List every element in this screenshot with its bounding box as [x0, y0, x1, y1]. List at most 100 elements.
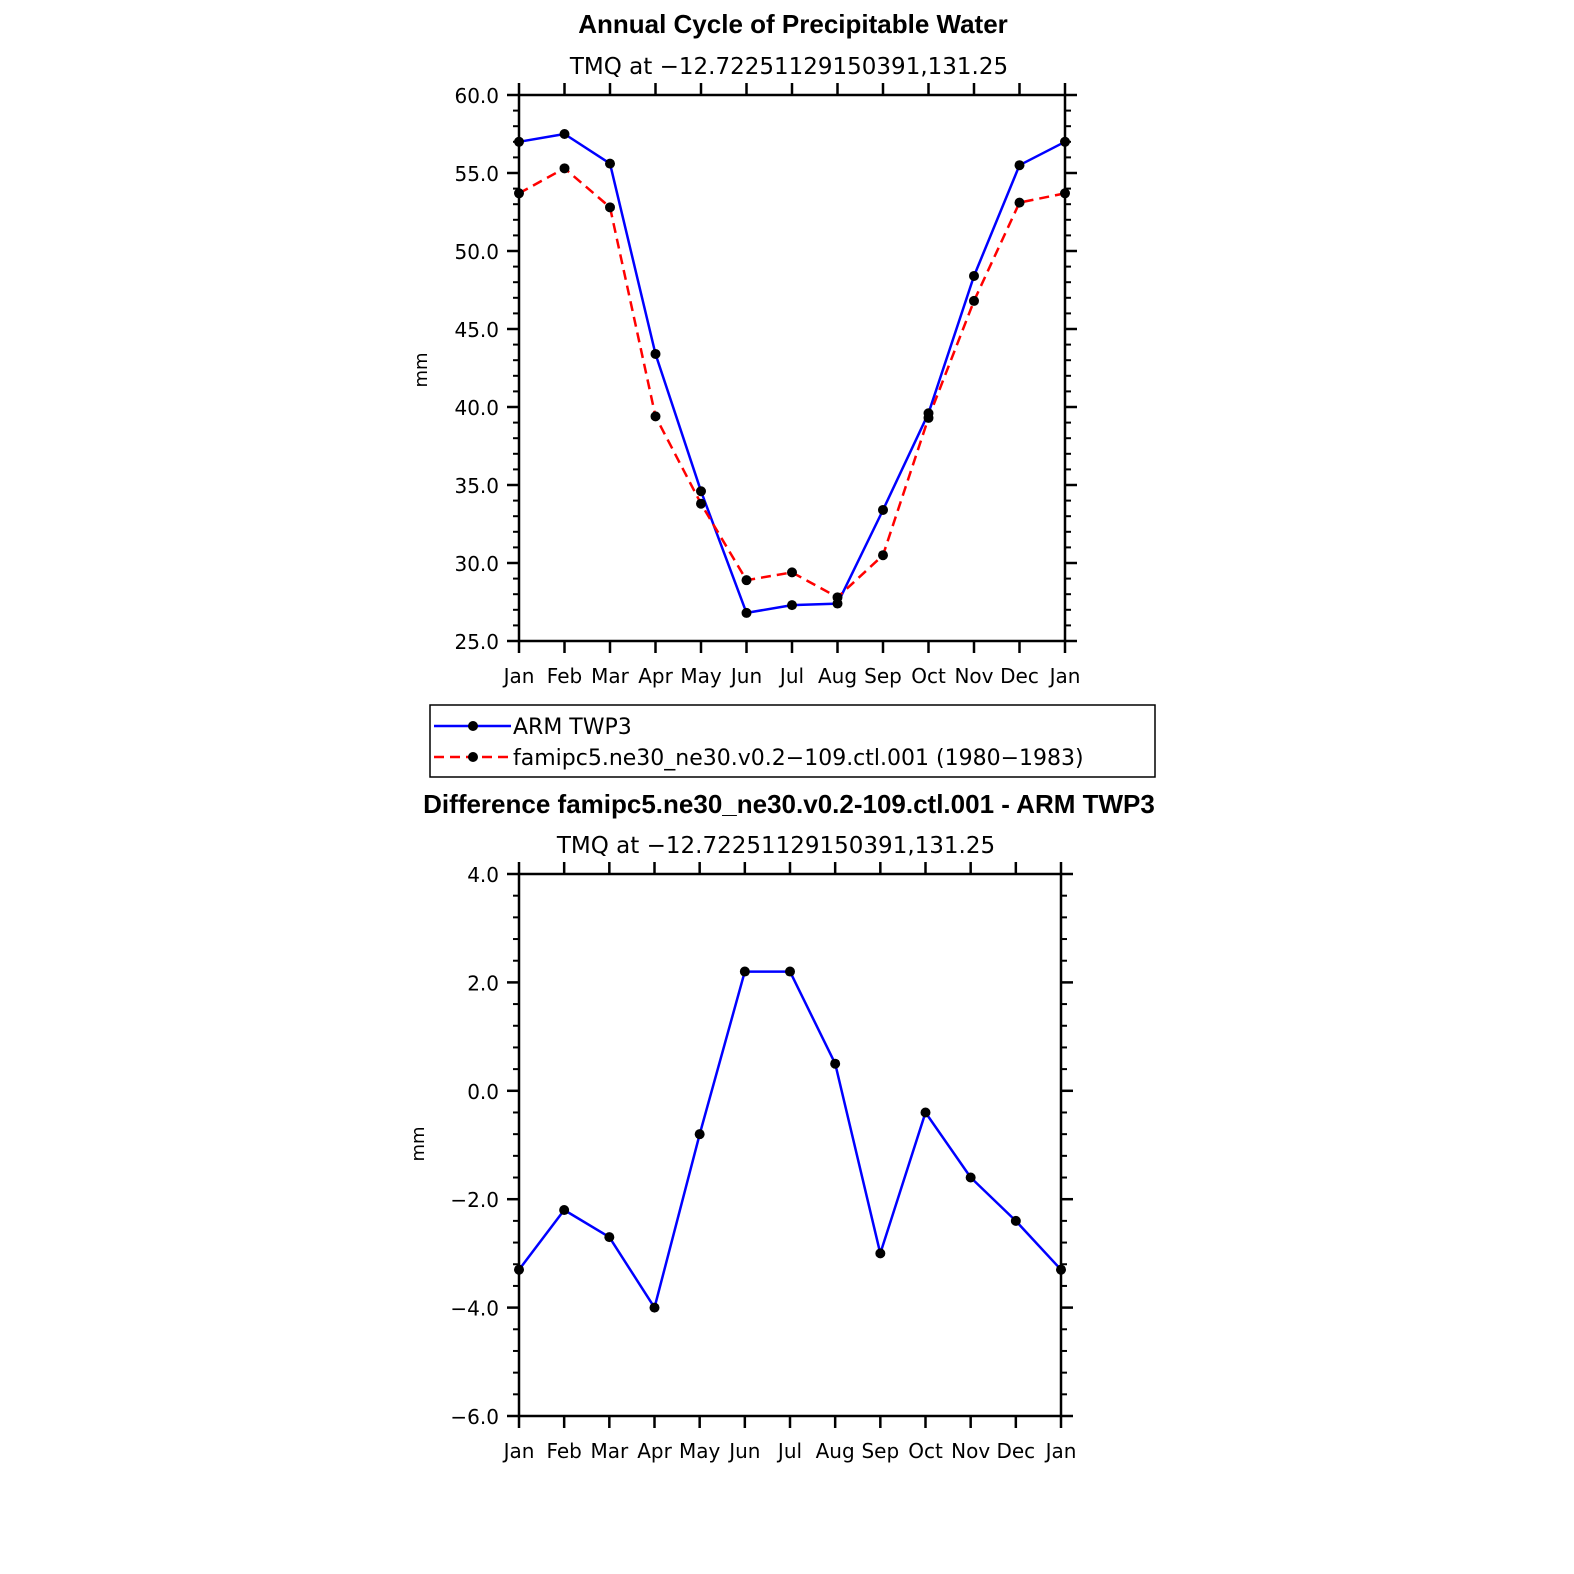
x-tick-label: Feb — [546, 1439, 581, 1463]
series-line-0 — [518, 132, 1066, 615]
series-line-1 — [518, 167, 1066, 599]
y-tick-labels: 25.0 30.0 35.0 40.0 45.0 50.0 55.0 60.0 — [454, 84, 499, 654]
chart-subtitle: TMQ at −12.72251129150391,131.25 — [556, 833, 995, 859]
data-point — [878, 550, 888, 561]
data-point — [965, 1172, 976, 1183]
data-point — [787, 567, 797, 578]
data-point — [875, 1248, 886, 1259]
data-point — [832, 592, 843, 603]
x-tick-label: May — [679, 1439, 721, 1463]
plot-series — [514, 966, 1066, 1313]
data-point — [650, 348, 661, 359]
data-point — [923, 412, 934, 423]
x-tick-label: Jul — [776, 1439, 802, 1463]
x-tick-label: Jun — [729, 664, 762, 688]
y-tick-label: −4.0 — [450, 1297, 499, 1321]
legend-box — [429, 704, 1156, 778]
plot-frame — [517, 872, 1063, 1418]
data-point — [785, 966, 795, 977]
axis-ticks — [507, 862, 1073, 1428]
data-point — [739, 966, 750, 977]
legend-label-arm: ARM TWP3 — [513, 715, 632, 740]
y-axis-label: mm — [408, 1126, 429, 1161]
data-point — [969, 295, 979, 306]
x-tick-label: Sep — [861, 1439, 899, 1463]
data-point — [696, 498, 706, 509]
y-tick-labels: −6.0 −4.0 −2.0 0.0 2.0 4.0 — [450, 863, 499, 1429]
y-tick-label: −6.0 — [450, 1405, 499, 1429]
x-tick-label: Dec — [1000, 664, 1039, 688]
chart-subtitle: TMQ at −12.72251129150391,131.25 — [569, 54, 1008, 80]
x-tick-label: Mar — [590, 1439, 629, 1463]
y-tick-label: 30.0 — [454, 552, 499, 576]
x-tick-label: Aug — [816, 1439, 855, 1463]
x-tick-label: Apr — [638, 664, 673, 688]
y-tick-label: 0.0 — [467, 1080, 499, 1104]
data-point — [559, 129, 570, 139]
data-point — [696, 486, 706, 497]
y-tick-label: −2.0 — [450, 1188, 499, 1212]
data-point — [605, 202, 615, 213]
y-tick-label: 35.0 — [454, 474, 499, 498]
data-point — [604, 1232, 615, 1243]
x-tick-label: Apr — [637, 1439, 672, 1463]
x-tick-label: Jun — [727, 1439, 760, 1463]
x-tick-labels: Jan Feb Mar Apr May Jun Jul Aug Sep Oct Nov Dec Jan — [502, 1439, 1077, 1463]
x-tick-label: Sep — [864, 664, 902, 688]
y-axis-label: mm — [411, 352, 432, 387]
y-tick-label: 45.0 — [454, 318, 499, 342]
difference-chart: Difference famipc5.ne30_ne30.v0.2-109.ct… — [408, 789, 1155, 1463]
x-tick-label: May — [680, 664, 722, 688]
data-point — [830, 1058, 841, 1069]
y-tick-label: 2.0 — [467, 971, 499, 995]
data-point — [878, 504, 888, 515]
annual-cycle-chart: Annual Cycle of Precipitable Water TMQ a… — [411, 9, 1080, 688]
plot-frame — [517, 93, 1067, 643]
x-tick-label: Feb — [547, 664, 582, 688]
x-tick-label: Jan — [502, 1439, 535, 1463]
x-tick-label: Jan — [1048, 664, 1081, 688]
data-point — [920, 1107, 931, 1118]
legend-item-model: famipc5.ne30_ne30.v0.2−109.ctl.001 (1980… — [434, 746, 1084, 771]
data-point — [1014, 160, 1025, 171]
data-point — [605, 158, 615, 169]
x-tick-labels: Jan Feb Mar Apr May Jun Jul Aug Sep Oct Nov Dec Jan — [502, 664, 1081, 688]
legend-marker-arm — [468, 721, 478, 731]
chart-title: Difference famipc5.ne30_ne30.v0.2-109.ct… — [423, 789, 1155, 819]
chart-title: Annual Cycle of Precipitable Water — [578, 9, 1008, 39]
data-point — [969, 270, 979, 281]
legend: ARM TWP3 famipc5.ne30_ne30.v0.2−109.ctl.… — [429, 704, 1156, 778]
x-tick-label: Dec — [996, 1439, 1035, 1463]
data-point — [741, 575, 752, 586]
y-tick-label: 60.0 — [454, 84, 499, 108]
x-tick-label: Jul — [778, 664, 804, 688]
data-point — [649, 1302, 660, 1313]
y-tick-label: 50.0 — [454, 240, 499, 264]
data-point — [741, 607, 752, 618]
series-line-0 — [518, 970, 1062, 1309]
x-tick-label: Nov — [954, 664, 993, 688]
legend-marker-model — [468, 752, 478, 762]
data-point — [650, 411, 661, 422]
x-tick-label: Mar — [591, 664, 630, 688]
y-tick-label: 40.0 — [454, 396, 499, 420]
plot-series — [514, 129, 1070, 618]
data-point — [559, 163, 570, 174]
x-tick-label: Nov — [951, 1439, 990, 1463]
y-tick-label: 55.0 — [454, 162, 499, 186]
y-tick-label: 25.0 — [454, 630, 499, 654]
legend-item-arm: ARM TWP3 — [434, 715, 632, 740]
data-point — [787, 600, 797, 611]
data-point — [694, 1129, 705, 1140]
x-tick-label: Jan — [1044, 1439, 1077, 1463]
x-tick-label: Jan — [502, 664, 535, 688]
y-tick-label: 4.0 — [467, 863, 499, 887]
legend-label-model: famipc5.ne30_ne30.v0.2−109.ctl.001 (1980… — [513, 746, 1084, 771]
x-tick-label: Aug — [818, 664, 857, 688]
data-point — [1014, 197, 1025, 208]
x-tick-label: Oct — [908, 1439, 943, 1463]
x-tick-label: Oct — [911, 664, 946, 688]
data-point — [1010, 1215, 1021, 1226]
data-point — [559, 1205, 570, 1216]
